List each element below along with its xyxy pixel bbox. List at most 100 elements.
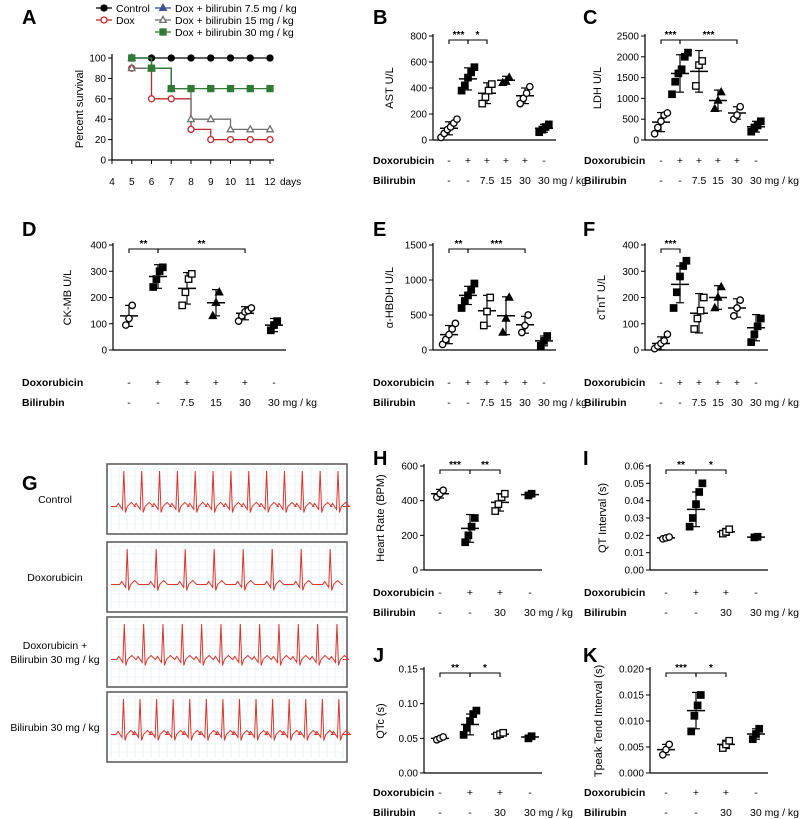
ecg-label: Control — [38, 494, 72, 506]
y-tick-label: 0 — [100, 156, 106, 167]
bilirubin-cell: 30 — [494, 607, 506, 619]
doxorubicin-cell: + — [242, 377, 248, 389]
data-point — [448, 325, 457, 333]
bilirubin-cell: - — [438, 807, 442, 819]
bilirubin-cell: 30 — [519, 397, 531, 409]
y-axis-label: Heart Rate (BPM) — [375, 474, 387, 561]
doxorubicin-row-label: Doxorubicin — [584, 155, 645, 167]
bilirubin-cell: 30 mg / kg — [750, 397, 799, 409]
y-tick-label: 0 — [101, 346, 107, 357]
data-point — [457, 304, 466, 312]
data-point — [677, 65, 686, 74]
data-point — [445, 330, 453, 339]
legend-marker — [158, 3, 168, 12]
panel-c: C 0 500 1000 1500 2000 2500 LDH U/L *** *** Doxoru… — [583, 7, 799, 187]
x-tick-label: 11 — [245, 177, 256, 188]
legend-marker — [159, 28, 167, 36]
data-point — [472, 706, 481, 715]
bilirubin-cell: 30 mg / kg — [750, 607, 799, 619]
series-point-0 — [187, 54, 195, 62]
data-point — [461, 538, 470, 547]
x-tick-label: 7 — [168, 177, 174, 188]
y-axis-label: α-HBDH U/L — [384, 267, 396, 328]
significance-label: *** — [665, 239, 677, 250]
bilirubin-cell: - — [694, 807, 698, 819]
data-point — [696, 691, 705, 699]
significance-label: * — [476, 30, 480, 41]
doxorubicin-cell: - — [664, 787, 668, 799]
bilirubin-cell: - — [466, 175, 470, 187]
significance-label: ** — [455, 239, 463, 250]
y-tick-label: 0.005 — [619, 743, 644, 754]
y-tick-label: 0.10 — [399, 699, 419, 710]
significance-bracket — [157, 248, 246, 253]
bilirubin-cell: 7.5 — [180, 397, 195, 409]
bilirubin-cell: 30 — [731, 397, 743, 409]
data-point — [504, 72, 514, 81]
bilirubin-cell: 15 — [500, 397, 512, 409]
doxorubicin-cell: - — [754, 377, 758, 389]
significance-bracket — [660, 248, 681, 253]
data-point — [470, 279, 479, 288]
data-point — [451, 319, 460, 328]
y-tick-label: 400 — [622, 241, 639, 252]
significance-label: *** — [703, 30, 715, 41]
data-point — [699, 293, 708, 302]
bilirubin-cell: - — [678, 175, 682, 187]
ecg-label: Doxorubicin — [27, 572, 83, 584]
legend-label: Dox + bilirubin 15 mg / kg — [175, 15, 294, 27]
data-point — [158, 263, 167, 272]
x-tick-label: 9 — [208, 177, 214, 188]
doxorubicin-row-label: Doxorubicin — [373, 787, 434, 799]
doxorubicin-row-label: Doxorubicin — [22, 377, 83, 389]
doxorubicin-cell: - — [447, 155, 451, 167]
bilirubin-cell: 30 mg / kg — [538, 397, 587, 409]
y-tick-label: 100 — [90, 319, 107, 330]
y-axis-label: LDH U/L — [592, 67, 604, 109]
data-point — [178, 301, 187, 310]
data-point — [211, 297, 221, 306]
significance-bracket — [695, 469, 727, 474]
data-point — [665, 740, 674, 749]
series-point-4 — [266, 84, 274, 93]
doxorubicin-cell: + — [693, 787, 699, 799]
y-axis-label: CK-MB U/L — [62, 270, 74, 326]
panel-label-i: I — [583, 448, 589, 470]
bilirubin-cell: 30 mg / kg — [524, 607, 573, 619]
y-tick-label: 1500 — [617, 73, 640, 84]
data-point — [121, 321, 130, 329]
data-point — [736, 102, 745, 111]
ecg-label: Doxorubicin + — [23, 640, 88, 652]
bilirubin-cell: - — [659, 175, 663, 187]
data-point — [716, 281, 726, 291]
data-point — [753, 322, 762, 331]
y-tick-label: 0.020 — [619, 665, 644, 676]
y-tick-label: 1500 — [405, 241, 428, 252]
y-tick-label: 0.000 — [619, 769, 644, 780]
panel-label-j: J — [373, 645, 384, 667]
data-point — [439, 486, 448, 495]
bilirubin-row-label: Bilirubin — [373, 807, 416, 819]
y-tick-label: 0.01 — [625, 548, 645, 559]
y-tick-label: 0.00 — [625, 566, 645, 577]
data-point — [756, 314, 765, 323]
bilirubin-cell: - — [466, 397, 470, 409]
data-point — [152, 275, 161, 283]
doxorubicin-cell: + — [467, 587, 473, 599]
data-point — [517, 328, 526, 337]
doxorubicin-cell: + — [723, 787, 729, 799]
doxorubicin-row-label: Doxorubicin — [584, 377, 645, 389]
doxorubicin-cell: + — [497, 587, 503, 599]
y-tick-label: 200 — [90, 293, 107, 304]
panel-k: K 0.000 0.005 0.010 0.015 0.020 Tpeak Tend Int… — [583, 645, 799, 819]
y-tick-label: 500 — [410, 311, 427, 322]
data-point — [149, 283, 158, 291]
significance-bracket — [679, 39, 738, 44]
significance-bracket — [467, 39, 488, 44]
y-tick-label: 300 — [622, 267, 639, 278]
doxorubicin-cell: + — [522, 155, 528, 167]
series-point-0 — [226, 54, 235, 62]
doxorubicin-cell: + — [677, 377, 683, 389]
significance-bracket — [695, 672, 727, 677]
